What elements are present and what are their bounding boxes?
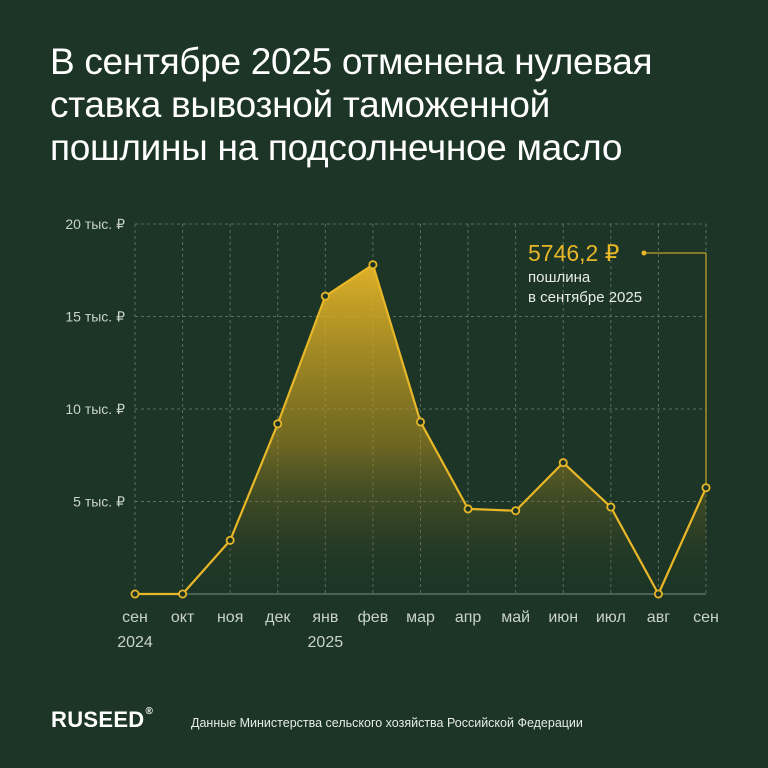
y-tick-label: 20 тыс. ₽ — [65, 216, 125, 232]
annotation-value: 5746,2 ₽ — [528, 240, 619, 266]
chart-title: В сентябре 2025 отменена нулевая ставка … — [50, 40, 730, 169]
data-point — [653, 589, 663, 599]
x-tick-label: фев — [358, 609, 389, 626]
x-tick-label: янв — [312, 609, 338, 626]
data-point — [701, 483, 711, 493]
x-tick-label: апр — [455, 609, 482, 626]
data-point — [225, 535, 235, 545]
data-point — [511, 506, 521, 516]
y-tick-label: 10 тыс. ₽ — [65, 401, 125, 417]
x-tick-label: сен — [122, 609, 148, 626]
area-fill-path — [135, 264, 706, 594]
x-tick-label: ноя — [217, 609, 243, 626]
x-tick-year-label: 2025 — [308, 634, 344, 651]
data-markers — [130, 260, 711, 599]
x-tick-year-label: 2024 — [117, 634, 153, 651]
data-point — [368, 260, 378, 270]
x-tick-label: сен — [693, 609, 719, 626]
title-line-2: ставка вывозной таможенной — [50, 84, 551, 125]
annotation-dot — [641, 250, 647, 256]
x-tick-label: июн — [548, 609, 578, 626]
x-tick-label: дек — [265, 609, 291, 626]
data-point — [273, 419, 283, 429]
data-point — [130, 589, 140, 599]
data-point — [415, 417, 425, 427]
title-line-3: пошлины на подсолнечное масло — [50, 127, 623, 168]
data-point — [606, 502, 616, 512]
data-point — [320, 291, 330, 301]
annotation-text-line: в сентябре 2025 — [528, 289, 642, 306]
x-tick-label: июл — [596, 609, 626, 626]
y-tick-label: 15 тыс. ₽ — [65, 309, 125, 325]
y-tick-label: 5 тыс. ₽ — [73, 494, 125, 510]
annotation-text-line: пошлина — [528, 269, 591, 286]
data-point — [178, 589, 188, 599]
x-tick-label: мар — [406, 609, 435, 626]
x-tick-label: май — [501, 609, 530, 626]
axis-labels: 20 тыс. ₽ 15 тыс. ₽ 10 тыс. ₽ 5 тыс. ₽ сен 20… — [65, 216, 718, 651]
source-note: Данные Министерства сельского хозяйства … — [191, 716, 583, 730]
data-point — [463, 504, 473, 514]
data-point — [558, 458, 568, 468]
registered-mark: ® — [145, 706, 154, 717]
area-fill — [135, 264, 706, 594]
title-line-1: В сентябре 2025 отменена нулевая — [50, 41, 653, 82]
brand-name: RUSEED — [51, 707, 145, 732]
brand-logo: RUSEED® — [51, 706, 154, 733]
annotation: 5746,2 ₽ пошлина в сентябре 2025 — [528, 240, 707, 488]
x-tick-label: авг — [647, 609, 670, 626]
x-tick-label: окт — [171, 609, 195, 626]
